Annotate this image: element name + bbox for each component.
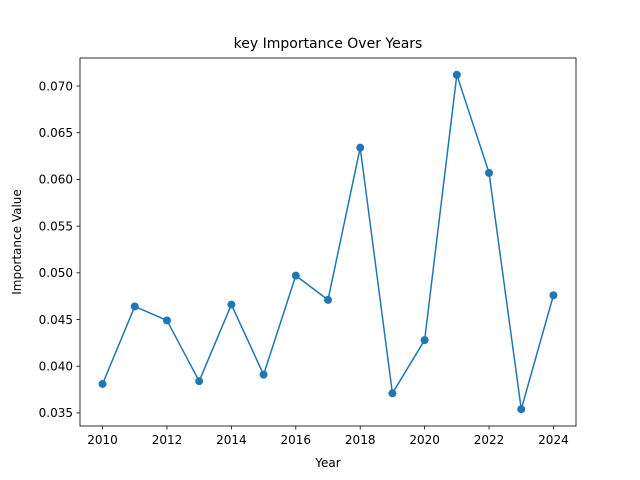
data-point (195, 377, 204, 386)
y-tick-label: 0.065 (39, 126, 73, 140)
y-tick-label: 0.055 (39, 219, 73, 233)
data-point (259, 370, 268, 379)
data-point (324, 295, 332, 304)
data-point (227, 300, 236, 309)
data-point (291, 271, 300, 280)
data-point (98, 379, 107, 388)
x-axis: 2010 2012 2014 2016 2018 2020 2022 2024 (87, 426, 569, 447)
data-point (549, 291, 558, 300)
y-tick-label: 0.040 (39, 360, 73, 374)
y-axis: 0.035 0.040 0.045 0.050 0.055 0.060 0.065 0.070 (39, 79, 80, 420)
data-point (420, 336, 429, 345)
chart-title: key Importance Over Years (234, 36, 423, 52)
y-tick-label: 0.045 (39, 313, 73, 327)
data-point (162, 316, 171, 325)
plot-area (98, 70, 558, 414)
x-tick-label: 2024 (538, 433, 569, 447)
data-point (356, 143, 365, 152)
y-tick-label: 0.035 (39, 406, 73, 420)
x-tick-label: 2022 (474, 433, 505, 447)
x-tick-label: 2018 (345, 433, 376, 447)
x-axis-label: Year (314, 456, 340, 470)
y-tick-label: 0.060 (39, 173, 73, 187)
data-point (388, 389, 397, 398)
axes-frame (79, 57, 577, 427)
data-point (452, 70, 461, 79)
y-tick-label: 0.050 (39, 266, 73, 280)
y-axis-label: Importance Value (10, 189, 24, 295)
x-tick-label: 2016 (281, 433, 312, 447)
x-tick-label: 2020 (409, 433, 440, 447)
y-tick-label: 0.070 (39, 79, 73, 93)
x-tick-label: 2014 (216, 433, 247, 447)
data-point (485, 168, 494, 177)
x-tick-label: 2010 (87, 433, 118, 447)
x-tick-label: 2012 (152, 433, 183, 447)
data-point (130, 302, 139, 311)
data-point (517, 405, 526, 414)
